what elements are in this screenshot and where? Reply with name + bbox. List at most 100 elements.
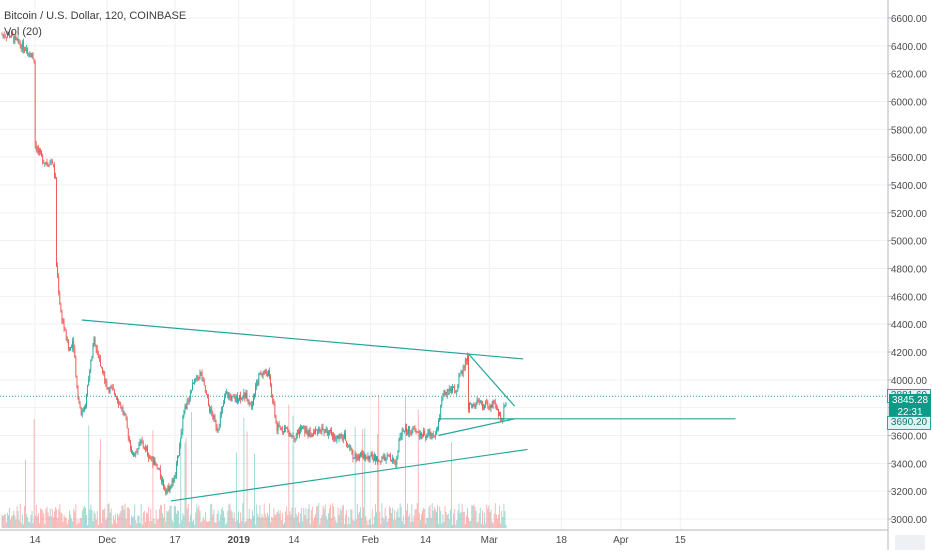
volume-bar	[472, 505, 474, 528]
candle-body	[475, 403, 477, 408]
candle-body	[238, 399, 239, 403]
candle-body	[376, 456, 377, 461]
candle-body	[353, 457, 355, 459]
trendlines[interactable]	[0, 319, 888, 502]
volume-bar	[148, 506, 150, 528]
candle-body	[76, 376, 78, 386]
candle-body	[44, 162, 46, 164]
volume-bar	[142, 512, 144, 528]
volume-indicator-label[interactable]: Vol (20)	[4, 26, 42, 38]
candle-body	[275, 416, 277, 422]
candle-body	[94, 338, 96, 345]
candle-body	[390, 455, 391, 461]
candle-body	[392, 458, 393, 461]
volume-bar	[295, 513, 297, 528]
volume-bar	[27, 517, 29, 528]
volume-bar	[462, 512, 464, 528]
candle-body	[472, 404, 474, 408]
volume-bar	[439, 506, 441, 528]
x-tick-label: Feb	[362, 535, 380, 546]
candle-body	[126, 420, 128, 429]
volume-bar	[47, 512, 49, 528]
volume-bar	[219, 514, 221, 528]
volume-bar	[258, 516, 260, 528]
trendline-upper[interactable]	[81, 319, 524, 360]
candle-body	[39, 150, 40, 153]
volume-bar	[176, 513, 177, 528]
volume-bar	[474, 507, 476, 528]
candle-body	[32, 53, 34, 60]
volume-bar	[416, 503, 418, 528]
candle-body	[273, 402, 275, 404]
candle-body	[82, 410, 84, 411]
candle-body	[373, 455, 375, 461]
candle-body	[286, 427, 288, 429]
candle-body	[425, 435, 427, 438]
candle-body	[277, 424, 279, 431]
volume-bar	[492, 523, 494, 528]
trendline-pennant-bottom[interactable]	[438, 418, 515, 437]
volume-bar	[224, 517, 226, 528]
volume-bar	[278, 513, 280, 528]
volume-bar	[436, 511, 437, 528]
candle-body	[25, 50, 26, 51]
y-tick-label: 4600.00	[891, 292, 928, 303]
candle-body	[234, 398, 236, 402]
volume-bar	[467, 508, 468, 528]
candle-body	[187, 400, 189, 402]
volume-bar	[147, 513, 149, 528]
volume-bar	[347, 524, 349, 528]
candle-body	[428, 430, 430, 433]
candle-body	[16, 38, 18, 40]
candle-body	[407, 432, 408, 434]
candle-body	[301, 428, 302, 430]
candle-body	[401, 429, 403, 437]
volume-bar	[73, 508, 75, 528]
candle-body	[216, 427, 218, 430]
volume-bar	[137, 515, 139, 528]
volume-bar	[98, 459, 100, 528]
candle-body	[243, 392, 245, 397]
candle-body	[75, 357, 77, 377]
volume-bar	[87, 524, 89, 528]
candle-body	[89, 369, 91, 379]
candle-body	[310, 434, 312, 438]
trendline-pennant-top[interactable]	[467, 352, 516, 407]
volume-bar	[11, 516, 13, 528]
volume-bar	[144, 522, 146, 528]
candle-body	[456, 390, 458, 392]
candle-body	[452, 387, 453, 392]
candle-body	[451, 388, 452, 392]
candle-body	[231, 396, 233, 401]
candle-body	[349, 445, 351, 450]
volume-bar	[155, 510, 157, 528]
y-tick-label: 6200.00	[891, 70, 928, 81]
volume-bar	[369, 518, 371, 528]
volume-bar	[473, 504, 475, 528]
candle-body	[269, 370, 270, 377]
volume-bar	[261, 513, 263, 528]
axis-corner	[895, 535, 925, 550]
trendline-lower[interactable]	[170, 448, 528, 502]
volume-bar	[280, 519, 282, 528]
candle-body	[229, 395, 231, 397]
volume-bar	[317, 505, 319, 528]
volume-bar	[305, 508, 307, 528]
volume-bar	[480, 523, 482, 528]
volume-bar	[154, 523, 156, 528]
candle-body	[162, 479, 163, 482]
symbol-title[interactable]: Bitcoin / U.S. Dollar, 120, COINBASE	[4, 10, 187, 22]
volume-bar	[94, 513, 96, 528]
volume-bar	[43, 513, 45, 528]
candle-body	[18, 39, 20, 44]
volume-bar	[497, 518, 498, 528]
volume-bar	[485, 523, 487, 528]
candle-body	[185, 406, 187, 409]
volume-bar	[218, 520, 220, 528]
y-tick-label: 3600.00	[891, 432, 928, 443]
volume-bar	[90, 504, 92, 528]
candle-body	[246, 393, 248, 402]
price-label: 3845.28	[889, 394, 931, 408]
